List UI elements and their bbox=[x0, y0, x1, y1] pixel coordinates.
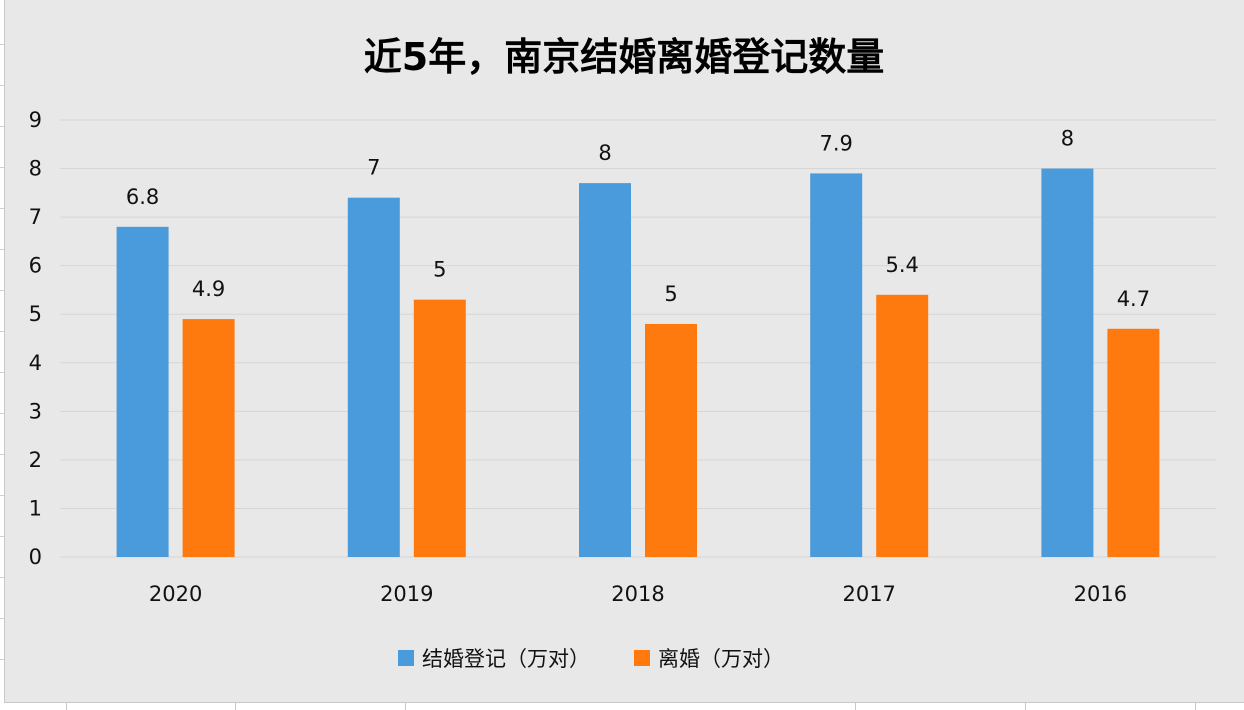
bar-marriage-2017 bbox=[810, 173, 863, 557]
legend-label: 离婚（万对） bbox=[658, 647, 784, 671]
data-label: 5 bbox=[433, 258, 446, 282]
sheet-row-tick bbox=[0, 372, 4, 373]
y-tick-label: 9 bbox=[29, 108, 42, 132]
data-label: 8 bbox=[598, 141, 611, 165]
sheet-row-tick bbox=[0, 249, 4, 250]
bar-divorce-2019 bbox=[413, 299, 466, 557]
y-tick-label: 4 bbox=[29, 351, 42, 375]
bar-divorce-2018 bbox=[645, 323, 697, 557]
sheet-row-tick bbox=[0, 290, 4, 291]
bar-divorce-2020 bbox=[182, 319, 235, 557]
bar-divorce-2017 bbox=[876, 294, 929, 557]
sheet-row-tick bbox=[0, 659, 4, 660]
sheet-column-tick bbox=[1195, 703, 1196, 710]
bars bbox=[116, 168, 1160, 558]
sheet-row-tick bbox=[0, 618, 4, 619]
data-label: 4.7 bbox=[1117, 287, 1150, 311]
x-tick-label: 2019 bbox=[380, 582, 433, 606]
x-tick-label: 2018 bbox=[611, 582, 664, 606]
bar-marriage-2020 bbox=[116, 226, 169, 558]
bar-marriage-2019 bbox=[347, 197, 400, 557]
y-axis-ticks: 0 1 2 3 4 5 6 7 8 9 bbox=[29, 108, 42, 569]
y-tick-label: 3 bbox=[29, 399, 42, 423]
sheet-column-tick bbox=[405, 703, 406, 710]
sheet-row-tick bbox=[0, 536, 4, 537]
data-label: 4.9 bbox=[192, 277, 225, 301]
sheet-row-tick bbox=[0, 167, 4, 168]
x-tick-label: 2017 bbox=[842, 582, 895, 606]
sheet-row-tick bbox=[0, 208, 4, 209]
chart-title: 近5年，南京结婚离婚登记数量 bbox=[364, 35, 884, 79]
data-label: 5.4 bbox=[885, 253, 918, 277]
y-tick-label: 7 bbox=[29, 205, 42, 229]
data-labels: 6.8 4.9 7 5 8 5 7.9 5.4 8 4.7 bbox=[126, 127, 1150, 311]
legend-swatch bbox=[398, 650, 414, 666]
y-tick-label: 1 bbox=[29, 496, 42, 520]
sheet-column-tick bbox=[66, 703, 67, 710]
sheet-row-tick bbox=[0, 331, 4, 332]
data-label: 6.8 bbox=[126, 185, 159, 209]
bar-divorce-2016 bbox=[1107, 328, 1160, 557]
bar-marriage-2016 bbox=[1041, 168, 1094, 558]
y-tick-label: 5 bbox=[29, 302, 42, 326]
sheet-column-tick bbox=[235, 703, 236, 710]
data-label: 8 bbox=[1061, 127, 1074, 151]
y-tick-label: 8 bbox=[29, 157, 42, 181]
sheet-row-tick bbox=[0, 44, 4, 45]
y-tick-label: 0 bbox=[29, 545, 42, 569]
sheet-row-tick bbox=[0, 577, 4, 578]
y-tick-label: 6 bbox=[29, 254, 42, 278]
x-tick-label: 2020 bbox=[149, 582, 202, 606]
sheet-row-tick bbox=[0, 85, 4, 86]
x-axis-ticks: 2020 2019 2018 2017 2016 bbox=[149, 582, 1127, 606]
x-tick-label: 2016 bbox=[1074, 582, 1127, 606]
bar-marriage-2018 bbox=[579, 183, 631, 557]
data-label: 7 bbox=[367, 156, 380, 180]
gridlines bbox=[60, 119, 1216, 558]
sheet-row-tick bbox=[0, 126, 4, 127]
sheet-row-tick bbox=[0, 495, 4, 496]
data-label: 5 bbox=[664, 282, 677, 306]
sheet-column-tick bbox=[1025, 703, 1026, 710]
data-label: 7.9 bbox=[819, 131, 852, 155]
sheet-row-tick bbox=[0, 413, 4, 414]
legend: 结婚登记（万对） 离婚（万对） bbox=[398, 647, 784, 671]
sheet-column-tick bbox=[855, 703, 856, 710]
y-tick-label: 2 bbox=[29, 448, 42, 472]
legend-swatch bbox=[634, 650, 650, 666]
legend-label: 结婚登记（万对） bbox=[422, 647, 590, 671]
sheet-row-tick bbox=[0, 454, 4, 455]
